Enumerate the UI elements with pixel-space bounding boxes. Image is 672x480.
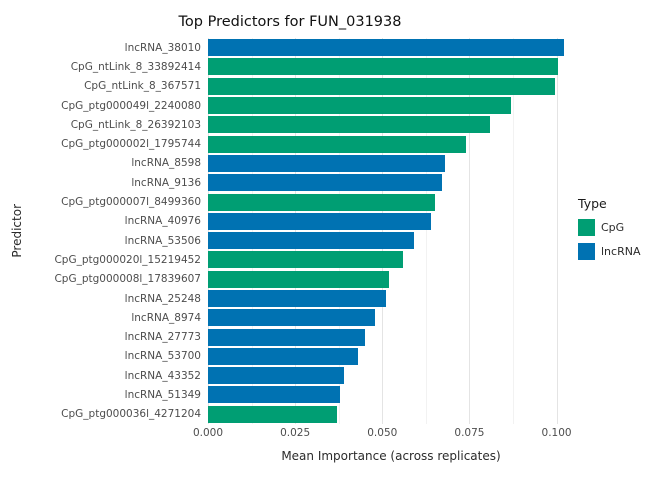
- bar-row: [208, 308, 574, 327]
- minor-gridline: [513, 38, 514, 424]
- chart-title: Top Predictors for FUN_031938: [178, 14, 402, 30]
- minor-gridline: [251, 38, 253, 424]
- bar-CpG_ntLink_8_26392103: [208, 116, 491, 134]
- bar-lncRNA_27773: [208, 328, 365, 346]
- bar-lncRNA_51349: [208, 386, 341, 404]
- bar-CpG_ntLink_8_367571: [208, 77, 555, 95]
- y-tick-label: lncRNA_51349: [124, 388, 201, 401]
- bar-row: [208, 77, 574, 96]
- y-axis-tick-labels: lncRNA_38010 CpG_ntLink_8_33892414 CpG_ntL…: [28, 38, 208, 424]
- bar-lncRNA_8598: [208, 154, 446, 172]
- major-gridline: [556, 38, 558, 424]
- bar-row: [208, 405, 574, 424]
- bar-row: [208, 173, 574, 192]
- plot-panel: [208, 38, 574, 424]
- bar-lncRNA_25248: [208, 290, 386, 307]
- y-tick-label: lncRNA_25248: [124, 292, 201, 305]
- bar-CpG_ptg000020l_15219452: [208, 251, 404, 269]
- y-tick-label: lncRNA_38010: [124, 41, 201, 54]
- bar-lncRNA_8974: [208, 309, 376, 327]
- bar-row: [208, 366, 574, 385]
- major-gridline: [295, 38, 297, 424]
- x-axis-tick-labels: 0.000 0.025 0.050 0.075 0.100: [193, 424, 574, 442]
- x-tick-label: 0.050: [367, 427, 398, 439]
- bar-row: [208, 154, 574, 173]
- y-tick-label: CpG_ptg000020l_15219452: [54, 253, 201, 266]
- bar-row: [208, 385, 574, 404]
- major-gridline: [469, 38, 471, 424]
- bar-lncRNA_53700: [208, 347, 358, 365]
- bar-row: [208, 134, 574, 153]
- bar-CpG_ptg000008l_17839607: [208, 270, 390, 288]
- y-tick-label: lncRNA_53506: [124, 234, 201, 247]
- bar-row: [208, 57, 574, 76]
- bar-lncRNA_53506: [208, 232, 414, 250]
- bar-row: [208, 192, 574, 211]
- bar-CpG_ptg000007l_8499360: [208, 193, 435, 211]
- legend-swatch: [578, 242, 595, 260]
- x-axis-title: Mean Importance (across replicates): [281, 449, 501, 463]
- legend-key-CpG: CpG: [578, 218, 666, 236]
- bar-row: [208, 250, 574, 269]
- bar-row: [208, 38, 574, 57]
- minor-gridline: [338, 38, 340, 424]
- x-tick-label: 0.025: [280, 427, 311, 439]
- y-tick-label: lncRNA_8974: [131, 311, 201, 324]
- y-tick-label: lncRNA_43352: [124, 369, 201, 382]
- bar-row: [208, 347, 574, 366]
- legend-label: lncRNA: [601, 244, 641, 258]
- y-tick-label: CpG_ptg000008l_17839607: [54, 273, 201, 286]
- y-tick-label: lncRNA_8598: [131, 157, 201, 170]
- bar-row: [208, 231, 574, 250]
- y-tick-label: CpG_ntLink_8_367571: [84, 80, 201, 93]
- y-tick-label: CpG_ntLink_8_33892414: [70, 60, 201, 73]
- y-tick-label: lncRNA_9136: [131, 176, 201, 189]
- bar-lncRNA_40976: [208, 212, 432, 230]
- major-gridline: [208, 38, 209, 424]
- minor-gridline: [425, 38, 427, 424]
- bar-CpG_ptg000049l_2240080: [208, 97, 512, 115]
- bar-row: [208, 289, 574, 308]
- legend-title: Type: [578, 195, 607, 211]
- bar-row: [208, 327, 574, 346]
- legend-keys: CpG lncRNA: [578, 218, 666, 267]
- bar-row: [208, 212, 574, 231]
- legend: Type CpG lncRNA: [574, 38, 666, 424]
- x-tick-label: 0.100: [541, 427, 572, 439]
- y-tick-label: CpG_ptg000007l_8499360: [61, 196, 201, 209]
- bar-lncRNA_43352: [208, 367, 344, 385]
- y-tick-label: lncRNA_27773: [124, 331, 201, 344]
- y-axis-title: Predictor: [10, 204, 24, 258]
- bar-CpG_ntLink_8_33892414: [208, 58, 559, 76]
- bar-CpG_ptg000036l_4271204: [208, 405, 337, 423]
- y-tick-label: CpG_ptg000049l_2240080: [61, 99, 201, 112]
- y-tick-label: lncRNA_40976: [124, 215, 201, 228]
- bar-row: [208, 115, 574, 134]
- legend-swatch: [578, 218, 595, 236]
- major-gridline: [382, 38, 384, 424]
- legend-label: CpG: [601, 220, 625, 234]
- y-tick-label: CpG_ptg000002l_1795744: [61, 138, 201, 151]
- x-tick-label: 0.000: [192, 427, 224, 439]
- y-tick-label: CpG_ntLink_8_26392103: [70, 118, 201, 131]
- bar-lncRNA_38010: [208, 39, 564, 57]
- y-tick-label: CpG_ptg000036l_4271204: [61, 408, 201, 421]
- bar-CpG_ptg000002l_1795744: [208, 135, 466, 153]
- bar-row: [208, 270, 574, 289]
- y-tick-label: lncRNA_53700: [124, 350, 201, 363]
- x-tick-label: 0.075: [454, 427, 485, 439]
- bar-lncRNA_9136: [208, 174, 442, 192]
- legend-key-lncRNA: lncRNA: [578, 242, 666, 260]
- bar-row: [208, 96, 574, 115]
